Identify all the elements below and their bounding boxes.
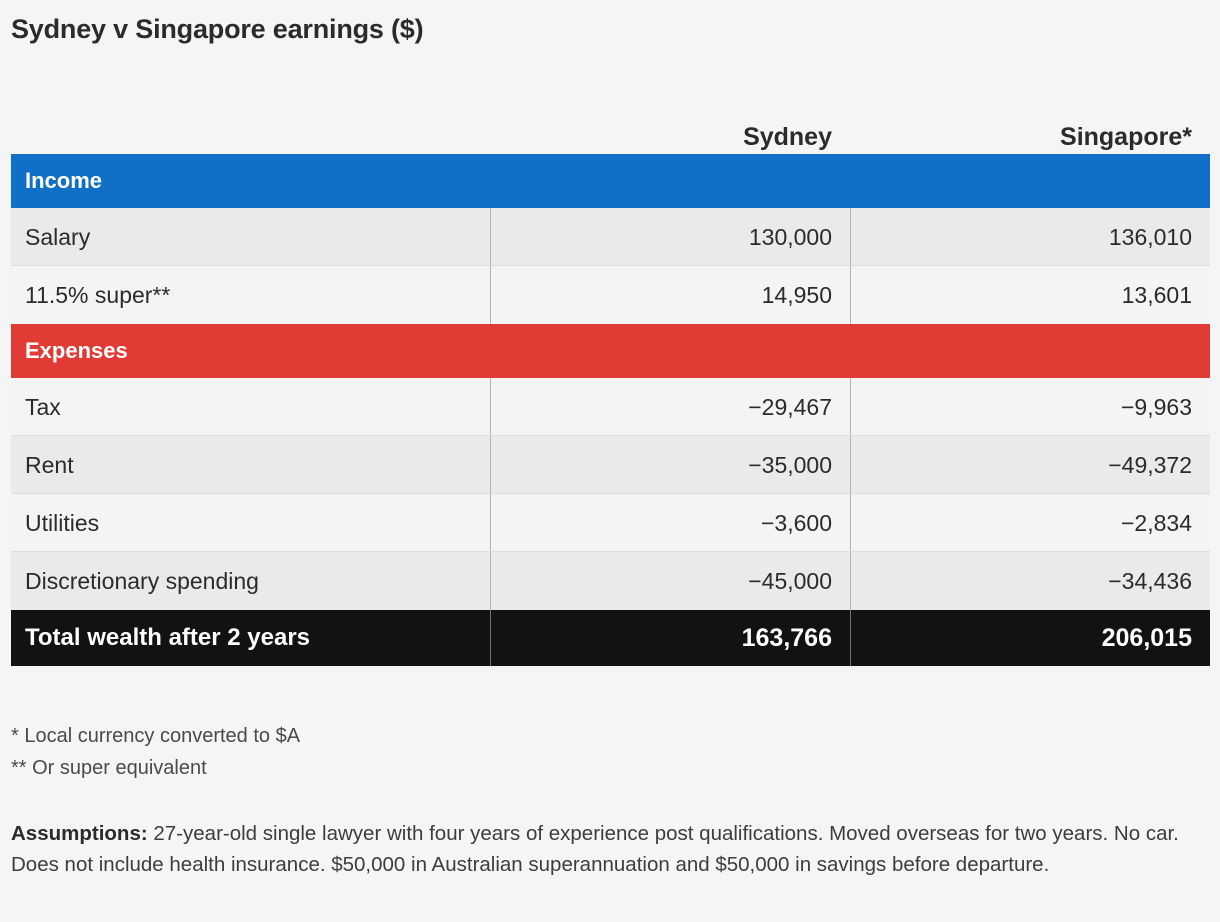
row-value-super-singapore: 13,601 [1121,281,1192,308]
row-value-rent-singapore: −49,372 [1108,451,1192,478]
row-separator [11,493,1210,494]
row-value-rent-sydney: −35,000 [748,451,832,478]
assumptions-note: Assumptions: 27-year-old single lawyer w… [11,818,1206,880]
column-divider-1 [490,378,491,436]
column-divider-2 [850,266,851,324]
total-value-singapore: 206,015 [1101,623,1192,652]
footnote-currency: * Local currency converted to $A [11,725,301,747]
header-cell-blank [11,96,491,154]
section-header-income: Income [11,154,1210,208]
column-divider-1 [490,208,491,266]
table-row: Utilities −3,600 −2,834 [11,494,1210,552]
column-divider-1 [490,552,491,610]
table-row: 11.5% super** 14,950 13,601 [11,266,1210,324]
column-divider-1 [490,494,491,552]
column-divider-2 [850,208,851,266]
column-divider-1 [490,266,491,324]
column-divider-2 [850,378,851,436]
column-divider-2 [850,494,851,552]
row-label-utilities: Utilities [25,509,100,536]
assumptions-lead: Assumptions: [11,822,148,845]
row-value-salary-singapore: 136,010 [1108,223,1192,250]
row-value-salary-sydney: 130,000 [748,223,832,250]
table-total-row: Total wealth after 2 years 163,766 206,0… [11,610,1210,666]
comparison-table: Sydney Singapore* Income Salary 130,000 … [11,96,1210,666]
page-title: Sydney v Singapore earnings ($) [11,14,424,44]
header-cell-sydney: Sydney [743,123,832,151]
row-value-discretionary-sydney: −45,000 [748,567,832,594]
section-header-income-label: Income [25,168,103,193]
header-cell-singapore: Singapore* [1060,123,1192,151]
row-value-super-sydney: 14,950 [761,281,832,308]
row-value-utilities-sydney: −3,600 [761,509,832,536]
table-row: Tax −29,467 −9,963 [11,378,1210,436]
section-header-expenses: Expenses [11,324,1210,378]
assumptions-text: 27-year-old single lawyer with four year… [11,822,1179,876]
row-value-discretionary-singapore: −34,436 [1108,567,1192,594]
row-label-rent: Rent [25,451,74,478]
table-row: Discretionary spending −45,000 −34,436 [11,552,1210,610]
section-header-expenses-label: Expenses [25,338,128,363]
row-label-salary: Salary [25,223,91,250]
total-label: Total wealth after 2 years [25,624,310,651]
footnote-super: ** Or super equivalent [11,757,207,779]
column-divider-2 [850,552,851,610]
row-value-tax-singapore: −9,963 [1121,393,1192,420]
row-value-utilities-singapore: −2,834 [1121,509,1192,536]
table-header-row: Sydney Singapore* [11,96,1210,154]
row-separator [11,551,1210,552]
row-separator [11,265,1210,266]
footnotes: * Local currency converted to $A ** Or s… [11,720,300,784]
row-value-tax-sydney: −29,467 [748,393,832,420]
row-label-discretionary-spending: Discretionary spending [25,567,259,594]
column-divider-1 [490,436,491,494]
column-divider-1 [490,610,491,666]
column-divider-2 [850,610,851,666]
row-label-tax: Tax [25,393,61,420]
row-label-super: 11.5% super** [25,281,171,308]
column-divider-2 [850,436,851,494]
total-value-sydney: 163,766 [741,623,832,652]
table-row: Salary 130,000 136,010 [11,208,1210,266]
table-row: Rent −35,000 −49,372 [11,436,1210,494]
row-separator [11,435,1210,436]
